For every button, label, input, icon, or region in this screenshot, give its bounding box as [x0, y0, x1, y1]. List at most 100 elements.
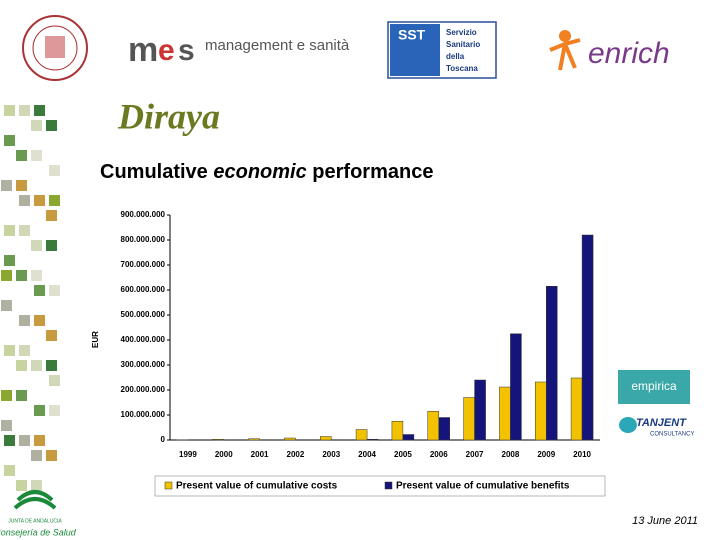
logo-text: CONSULTANCY [650, 432, 694, 438]
mosaic-tile [31, 450, 42, 461]
mosaic-tile [46, 210, 57, 221]
mosaic-tile [19, 225, 30, 236]
title-part: Cumulative [100, 161, 208, 183]
y-tick-label: 500.000.000 [121, 310, 166, 319]
bar [499, 386, 511, 441]
decoration [1, 105, 60, 491]
x-tick-label: 2004 [358, 450, 376, 459]
y-tick-label: 900.000.000 [121, 210, 166, 219]
mosaic-tile [34, 285, 45, 296]
x-tick-label: 2008 [502, 450, 520, 459]
logo-text: Consejería de Salud [0, 527, 77, 537]
mosaic-tile [16, 270, 27, 281]
x-tick-label: 2010 [573, 450, 591, 459]
mosaic-tile [4, 105, 15, 116]
x-tick-label: 2009 [537, 450, 555, 459]
bar [248, 438, 260, 441]
bar [320, 436, 332, 441]
logo-tanjent: TANJENT CONSULTANCY [619, 417, 694, 438]
bar [427, 411, 439, 441]
chart: 0 100.000.000 200.000.000 300.000.000 400.00… [91, 210, 606, 497]
logo-text: della [446, 52, 465, 61]
legend-swatch [384, 481, 393, 490]
mosaic-tile [46, 120, 57, 131]
bar [402, 434, 415, 441]
mosaic-tile [4, 435, 15, 446]
logo-text: Servizio [446, 28, 477, 37]
mosaic-tile [31, 120, 42, 131]
mosaic-tile [31, 150, 42, 161]
logo-text: empirica [631, 379, 677, 393]
mosaic-tile [4, 225, 15, 236]
legend-label: Present value of cumulative benefits [396, 481, 570, 492]
logo-text: Sanitario [446, 40, 480, 49]
x-tick-label: 2006 [430, 450, 448, 459]
mosaic-tile [49, 195, 60, 206]
x-tick-label: 2005 [394, 450, 412, 459]
mosaic-tile [1, 390, 12, 401]
bar [391, 421, 404, 441]
mosaic-tile [19, 315, 30, 326]
logo-junta: JUNTA DE ANDALUCIA Consejería de Salud [0, 490, 77, 537]
y-tick-label: 800.000.000 [121, 235, 166, 244]
slide-title: Cumulative economic performance [100, 161, 433, 183]
legend-swatch [164, 481, 173, 490]
title-part: performance [312, 161, 433, 183]
bar [284, 437, 296, 441]
mosaic-tile [4, 135, 15, 146]
logo-sst: SST Servizio Sanitario della Toscana [387, 21, 497, 79]
svg-text:m: m [128, 31, 158, 69]
mosaic-tile [1, 420, 12, 431]
logo-text: management e sanità [205, 37, 350, 54]
logo-pisa [22, 15, 88, 81]
bar [474, 379, 486, 441]
bar [570, 377, 583, 441]
bar [463, 397, 475, 441]
mosaic-tile [19, 345, 30, 356]
mosaic-tile [19, 195, 30, 206]
bar [212, 439, 224, 441]
x-tick-label: 1999 [179, 450, 197, 459]
mosaic-tile [4, 255, 15, 266]
mosaic-tile [16, 480, 27, 491]
mosaic-tile [46, 450, 57, 461]
bar [438, 417, 450, 441]
logo-text: SST [398, 27, 426, 43]
mosaic-tile [31, 360, 42, 371]
bar [535, 381, 547, 441]
title-part: economic [213, 161, 306, 183]
x-tick-label: 2000 [215, 450, 233, 459]
mosaic-tile [46, 240, 57, 251]
y-tick-label: 0 [161, 435, 166, 444]
y-tick-label: 400.000.000 [121, 335, 166, 344]
logo-empirica: empirica [618, 370, 690, 404]
mosaic-tile [49, 375, 60, 386]
mosaic-tile [1, 300, 12, 311]
mosaic-tile [49, 285, 60, 296]
svg-text:e: e [158, 34, 175, 67]
x-tick-label: 2002 [287, 450, 305, 459]
x-tick-label: 2003 [322, 450, 340, 459]
y-axis-label: EUR [91, 331, 100, 348]
mosaic-tile [19, 105, 30, 116]
mosaic-tile [31, 240, 42, 251]
mosaic-tile [4, 345, 15, 356]
x-tick-label: 2007 [466, 450, 484, 459]
logo-enrich: enrich [549, 30, 670, 71]
bar [581, 234, 594, 441]
mosaic-tile [1, 180, 12, 191]
mosaic-tile [34, 195, 45, 206]
mosaic-tile [49, 405, 60, 416]
x-tick-label: 2001 [251, 450, 269, 459]
mosaic-tile [16, 180, 27, 191]
mosaic-tile [1, 270, 12, 281]
y-tick-label: 200.000.000 [121, 385, 166, 394]
heading: Diraya [117, 96, 220, 136]
mosaic-tile [34, 405, 45, 416]
mosaic-tile [34, 315, 45, 326]
logo-mes: m e s management e sanità [128, 31, 350, 69]
mosaic-tile [16, 390, 27, 401]
y-tick-label: 700.000.000 [121, 260, 166, 269]
logo-text: TANJENT [636, 417, 687, 429]
